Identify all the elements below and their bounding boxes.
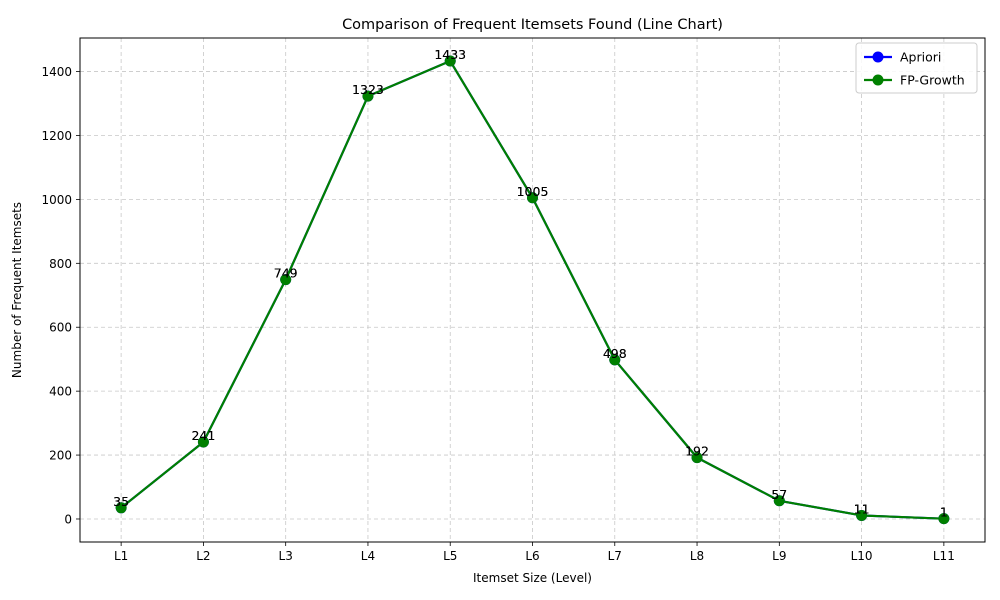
y-tick-label: 1400: [41, 65, 72, 79]
data-point: [115, 502, 127, 514]
data-label: 11: [854, 501, 870, 516]
data-point: [773, 495, 785, 507]
legend-marker: [872, 51, 884, 63]
y-tick-label: 800: [49, 257, 72, 271]
x-tick-label: L11: [933, 549, 955, 563]
data-label: 1433: [434, 47, 466, 62]
y-tick-label: 200: [49, 449, 72, 463]
x-tick-label: L6: [525, 549, 539, 563]
data-point: [280, 274, 292, 286]
x-tick-label: L5: [443, 549, 457, 563]
legend-label: Apriori: [900, 50, 941, 65]
data-point: [691, 452, 703, 464]
data-label: 1: [940, 505, 948, 520]
legend-label: FP-Growth: [900, 73, 965, 88]
y-tick-label: 400: [49, 385, 72, 399]
data-label: 192: [685, 444, 709, 459]
data-label: 57: [771, 487, 787, 502]
data-label: 1005: [517, 184, 549, 199]
data-label: 35: [113, 494, 129, 509]
y-tick-label: 600: [49, 321, 72, 335]
data-point: [609, 354, 621, 366]
data-label: 749: [274, 266, 298, 281]
x-tick-label: L7: [608, 549, 622, 563]
axis-ticks: L1 L2 L3 L4 L5 L6 L7 L8 L9 L10 L11 0 200 400 600 800 100…: [41, 65, 954, 563]
data-label: 192: [685, 444, 709, 459]
data-label: 1433: [434, 47, 466, 62]
data-label: 241: [191, 428, 215, 443]
y-tick-label: 0: [64, 512, 72, 526]
y-tick-label: 1000: [41, 193, 72, 207]
x-tick-label: L9: [772, 549, 786, 563]
x-tick-label: L4: [361, 549, 375, 563]
series-markers: [115, 55, 950, 525]
data-point: [362, 90, 374, 102]
data-point: [938, 513, 950, 525]
data-point: [444, 55, 456, 67]
x-tick-label: L1: [114, 549, 128, 563]
grid: [80, 38, 985, 542]
y-tick-label: 1200: [41, 129, 72, 143]
data-label: 35: [113, 494, 129, 509]
data-point: [197, 436, 209, 448]
data-label: 1323: [352, 82, 384, 97]
x-tick-label: L10: [851, 549, 873, 563]
x-tick-label: L8: [690, 549, 704, 563]
legend-marker: [872, 74, 884, 86]
chart-title: Comparison of Frequent Itemsets Found (L…: [342, 17, 723, 33]
data-label: 498: [603, 346, 627, 361]
x-tick-label: L3: [279, 549, 293, 563]
data-point: [527, 192, 538, 204]
data-label: 11: [854, 501, 870, 516]
data-label: 749: [274, 266, 298, 281]
data-label: 57: [771, 487, 787, 502]
data-label: 1005: [517, 184, 549, 199]
x-axis-title: Itemset Size (Level): [473, 571, 592, 585]
y-axis-title: Number of Frequent Itemsets: [10, 202, 24, 378]
data-point: [856, 509, 868, 521]
legend: Apriori FP-Growth: [855, 42, 978, 94]
x-tick-label: L2: [196, 549, 210, 563]
data-label: 241: [191, 428, 215, 443]
data-label: 1323: [352, 82, 384, 97]
data-label: 1: [940, 505, 948, 520]
data-label: 498: [603, 346, 627, 361]
